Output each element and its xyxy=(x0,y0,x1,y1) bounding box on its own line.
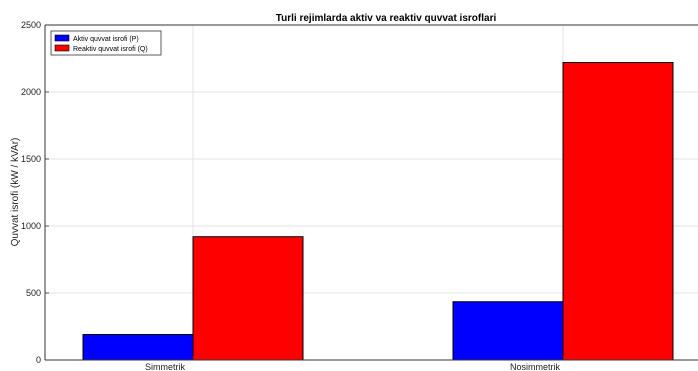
y-tick-label: 2500 xyxy=(21,20,41,30)
bar xyxy=(82,334,194,361)
bar xyxy=(452,301,564,361)
legend-label: Aktiv quvvat isrofi (P) xyxy=(73,36,139,43)
bar xyxy=(192,236,304,361)
legend: Aktiv quvvat isrofi (P) Reaktiv quvvat is… xyxy=(50,30,162,56)
bars xyxy=(82,62,674,361)
y-tick-label: 1000 xyxy=(21,221,41,231)
y-tick-label: 0 xyxy=(36,355,41,365)
x-tick-label: Nosimmetrik xyxy=(510,362,561,371)
axes xyxy=(44,24,698,361)
y-tick-labels: 0 500 1000 1500 2000 2500 xyxy=(21,20,41,365)
x-tick-label: Simmetrik xyxy=(145,362,185,371)
y-tick-label: 2000 xyxy=(21,87,41,97)
legend-swatch xyxy=(54,34,70,42)
legend-box xyxy=(50,30,162,56)
y-tick-label: 500 xyxy=(26,288,41,298)
legend-label: Reaktiv quvvat isrofi (Q) xyxy=(73,46,148,53)
bar xyxy=(562,62,674,361)
y-tick-label: 1500 xyxy=(21,154,41,164)
chart-title: Turli rejimlarda aktiv va reaktiv quvvat… xyxy=(276,13,497,24)
y-axis-label: Quvvat isrofi (kW / kVAr) xyxy=(10,138,21,247)
legend-swatch xyxy=(54,44,70,52)
x-tick-labels: Simmetrik Nosimmetrik xyxy=(145,362,560,371)
